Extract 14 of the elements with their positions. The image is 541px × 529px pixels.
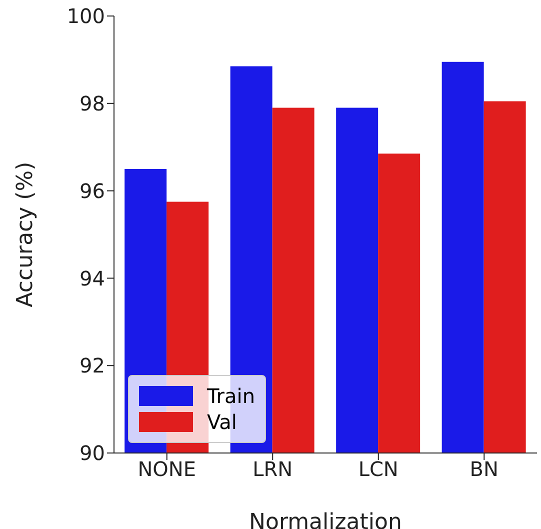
y-tick-label: 100: [66, 4, 105, 28]
x-tick-label: LRN: [252, 457, 293, 482]
legend-label: Train: [207, 384, 255, 408]
y-tick-label: 94: [80, 266, 105, 290]
x-tick-label: NONE: [138, 457, 196, 482]
y-tick-label: 96: [80, 178, 105, 203]
y-tick-label: 90: [80, 441, 105, 466]
y-axis-title: Accuracy (%): [12, 162, 38, 308]
y-tick-label: 92: [80, 354, 105, 378]
y-tick-label: 98: [80, 92, 105, 116]
x-tick-label: BN: [470, 457, 498, 482]
x-axis-title: Normalization: [249, 510, 402, 529]
x-tick-label: LCN: [358, 457, 398, 482]
legend-label: Val: [207, 410, 237, 434]
